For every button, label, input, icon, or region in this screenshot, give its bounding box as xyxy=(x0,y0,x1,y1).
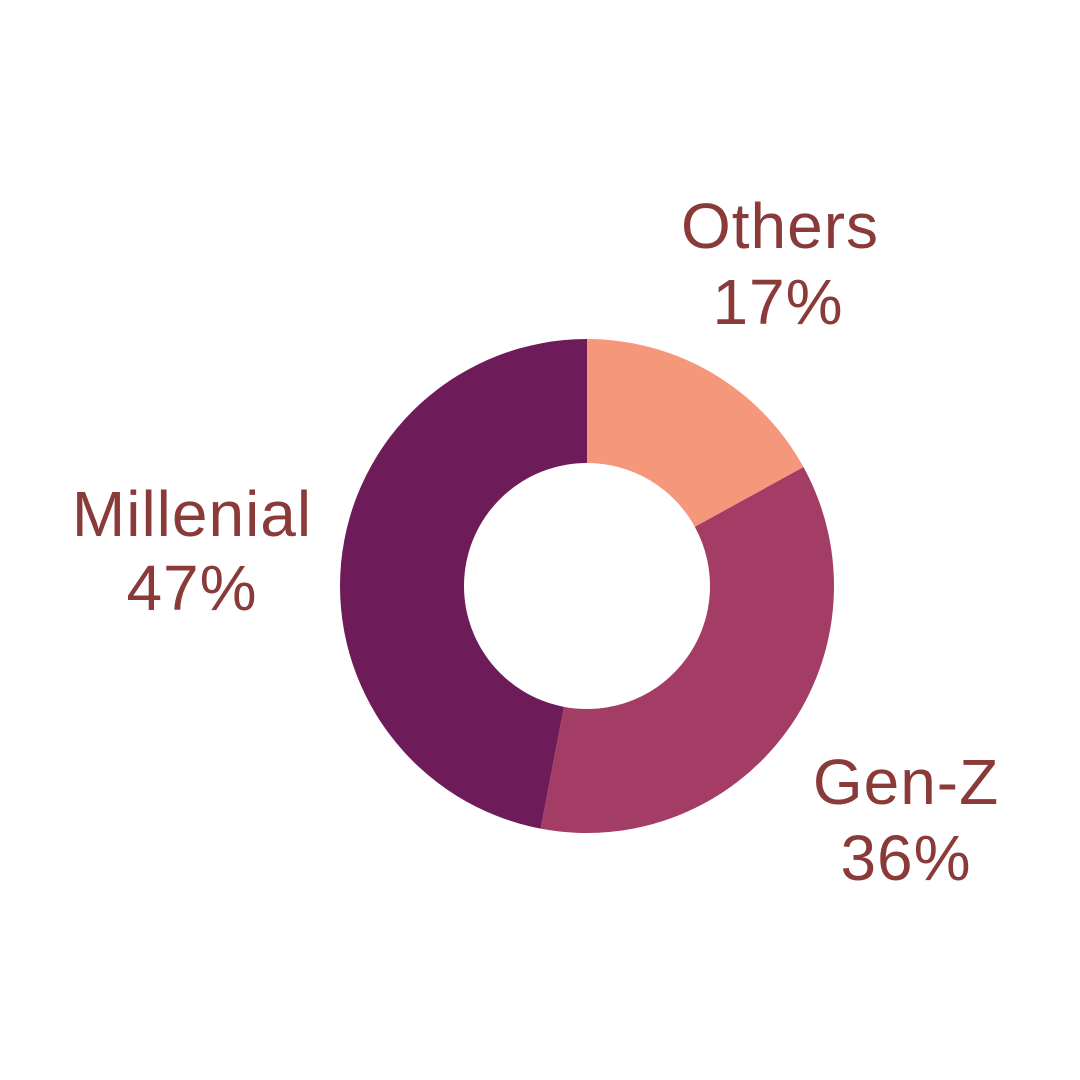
slice-label-gen-z: Gen-Z 36% xyxy=(813,746,999,894)
donut-slice-millenial xyxy=(340,339,587,829)
donut-slice-others xyxy=(587,339,804,527)
slice-label-gen-z-value: 36% xyxy=(840,822,971,894)
slice-label-gen-z-name: Gen-Z xyxy=(813,746,999,818)
slice-label-millenial-name: Millenial xyxy=(72,478,312,550)
slice-label-millenial-value: 47% xyxy=(126,552,257,624)
slice-label-others: Others 17% xyxy=(681,190,879,338)
slice-label-millenial: Millenial 47% xyxy=(72,478,312,624)
donut-slice-gen-z xyxy=(540,467,835,833)
donut-slices xyxy=(340,339,835,833)
slice-label-others-name: Others xyxy=(681,190,879,262)
slice-label-others-value: 17% xyxy=(712,266,843,338)
